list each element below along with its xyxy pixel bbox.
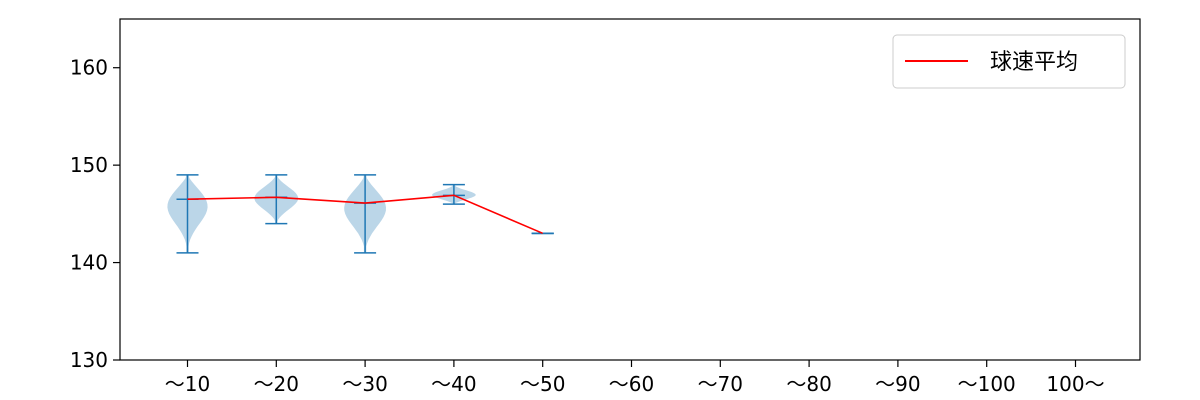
x-tick-label: 〜20 xyxy=(254,372,299,396)
y-tick-label: 130 xyxy=(70,348,108,372)
y-tick-label: 140 xyxy=(70,251,108,275)
x-tick-label: 〜30 xyxy=(342,372,387,396)
plot-frame xyxy=(119,18,1141,361)
y-tick-label: 150 xyxy=(70,153,108,177)
x-tick-label: 100〜 xyxy=(1046,372,1104,396)
x-axis: 〜10 〜20 〜30 〜40 〜50 〜60 〜70 〜80 〜90 〜100 100〜 xyxy=(165,360,1105,396)
x-tick-label: 〜40 xyxy=(431,372,476,396)
mean-speed-line xyxy=(187,194,544,235)
x-tick-label: 〜100 xyxy=(958,372,1016,396)
legend-box xyxy=(892,34,1126,89)
x-tick-label: 〜10 xyxy=(165,372,210,396)
legend-label: 球速平均 xyxy=(990,50,1078,75)
x-tick-label: 〜50 xyxy=(520,372,565,396)
x-tick-label: 〜90 xyxy=(875,372,920,396)
violin-layer xyxy=(167,174,554,254)
x-tick-label: 〜70 xyxy=(698,372,743,396)
y-axis: 130 140 150 160 xyxy=(70,56,120,372)
y-tick-label: 160 xyxy=(70,56,108,80)
legend: 球速平均 xyxy=(892,34,1126,89)
mean-line-layer xyxy=(187,194,544,235)
x-tick-label: 〜80 xyxy=(786,372,831,396)
x-tick-label: 〜60 xyxy=(609,372,654,396)
